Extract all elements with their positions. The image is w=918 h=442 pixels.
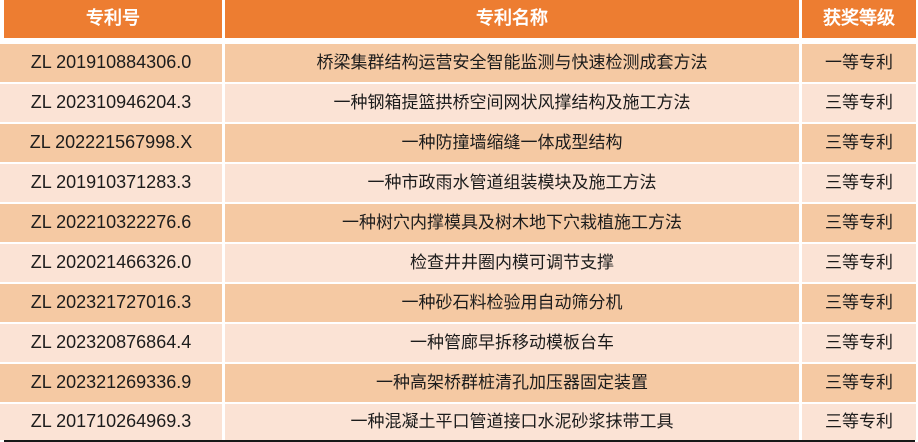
patent-no-cell: ZL 202021466326.0 [0, 244, 222, 282]
patent-name-cell: 一种混凝土平口管道接口水泥砂浆抹带工具 [225, 404, 799, 440]
patent-no-cell: ZL 202221567998.X [0, 124, 222, 162]
patent-name-cell: 一种市政雨水管道组装模块及施工方法 [225, 164, 799, 202]
table-header-row: 专利号 专利名称 获奖等级 [0, 0, 918, 38]
patent-name-cell: 一种树穴内撑模具及树木地下穴栽植施工方法 [225, 204, 799, 242]
award-level-cell: 三等专利 [802, 124, 916, 162]
table-row: ZL 202021466326.0 检查井井圈内模可调节支撑 三等专利 [0, 244, 918, 282]
patent-no-cell: ZL 202321269336.9 [0, 364, 222, 402]
patent-name-cell: 一种防撞墙缩缝一体成型结构 [225, 124, 799, 162]
table-row: ZL 202210322276.6 一种树穴内撑模具及树木地下穴栽植施工方法 三… [0, 204, 918, 242]
patent-name-cell: 检查井井圈内模可调节支撑 [225, 244, 799, 282]
award-level-cell: 三等专利 [802, 404, 916, 440]
patent-name-cell: 一种高架桥群桩清孔加压器固定装置 [225, 364, 799, 402]
award-level-cell: 三等专利 [802, 204, 916, 242]
award-level-cell: 三等专利 [802, 84, 916, 122]
table-row: ZL 201910884306.0 桥梁集群结构运营安全智能监测与快速检测成套方… [0, 44, 918, 82]
patent-name-cell: 一种砂石料检验用自动筛分机 [225, 284, 799, 322]
table-row: ZL 201910371283.3 一种市政雨水管道组装模块及施工方法 三等专利 [0, 164, 918, 202]
award-level-cell: 一等专利 [802, 44, 916, 82]
header-cell-patent-no: 专利号 [4, 0, 222, 38]
patent-no-cell: ZL 202320876864.4 [0, 324, 222, 362]
table-bottom-border [4, 440, 915, 442]
patent-no-cell: ZL 201910371283.3 [0, 164, 222, 202]
patent-name-cell: 桥梁集群结构运营安全智能监测与快速检测成套方法 [225, 44, 799, 82]
award-level-cell: 三等专利 [802, 324, 916, 362]
award-level-cell: 三等专利 [802, 164, 916, 202]
patent-no-cell: ZL 201910884306.0 [0, 44, 222, 82]
patent-name-cell: 一种管廊早拆移动模板台车 [225, 324, 799, 362]
patent-name-cell: 一种钢箱提篮拱桥空间网状风撑结构及施工方法 [225, 84, 799, 122]
patent-no-cell: ZL 202321727016.3 [0, 284, 222, 322]
table-row: ZL 202321727016.3 一种砂石料检验用自动筛分机 三等专利 [0, 284, 918, 322]
table-row: ZL 201710264969.3 一种混凝土平口管道接口水泥砂浆抹带工具 三等… [0, 404, 918, 440]
patent-no-cell: ZL 202210322276.6 [0, 204, 222, 242]
award-level-cell: 三等专利 [802, 244, 916, 282]
table-row: ZL 202221567998.X 一种防撞墙缩缝一体成型结构 三等专利 [0, 124, 918, 162]
award-level-cell: 三等专利 [802, 364, 916, 402]
table-row: ZL 202310946204.3 一种钢箱提篮拱桥空间网状风撑结构及施工方法 … [0, 84, 918, 122]
header-cell-patent-name: 专利名称 [225, 0, 799, 38]
patent-no-cell: ZL 201710264969.3 [0, 404, 222, 440]
table-body: ZL 201910884306.0 桥梁集群结构运营安全智能监测与快速检测成套方… [0, 44, 918, 440]
table-row: ZL 202320876864.4 一种管廊早拆移动模板台车 三等专利 [0, 324, 918, 362]
table-row: ZL 202321269336.9 一种高架桥群桩清孔加压器固定装置 三等专利 [0, 364, 918, 402]
header-cell-award-level: 获奖等级 [802, 0, 916, 38]
patent-no-cell: ZL 202310946204.3 [0, 84, 222, 122]
award-level-cell: 三等专利 [802, 284, 916, 322]
